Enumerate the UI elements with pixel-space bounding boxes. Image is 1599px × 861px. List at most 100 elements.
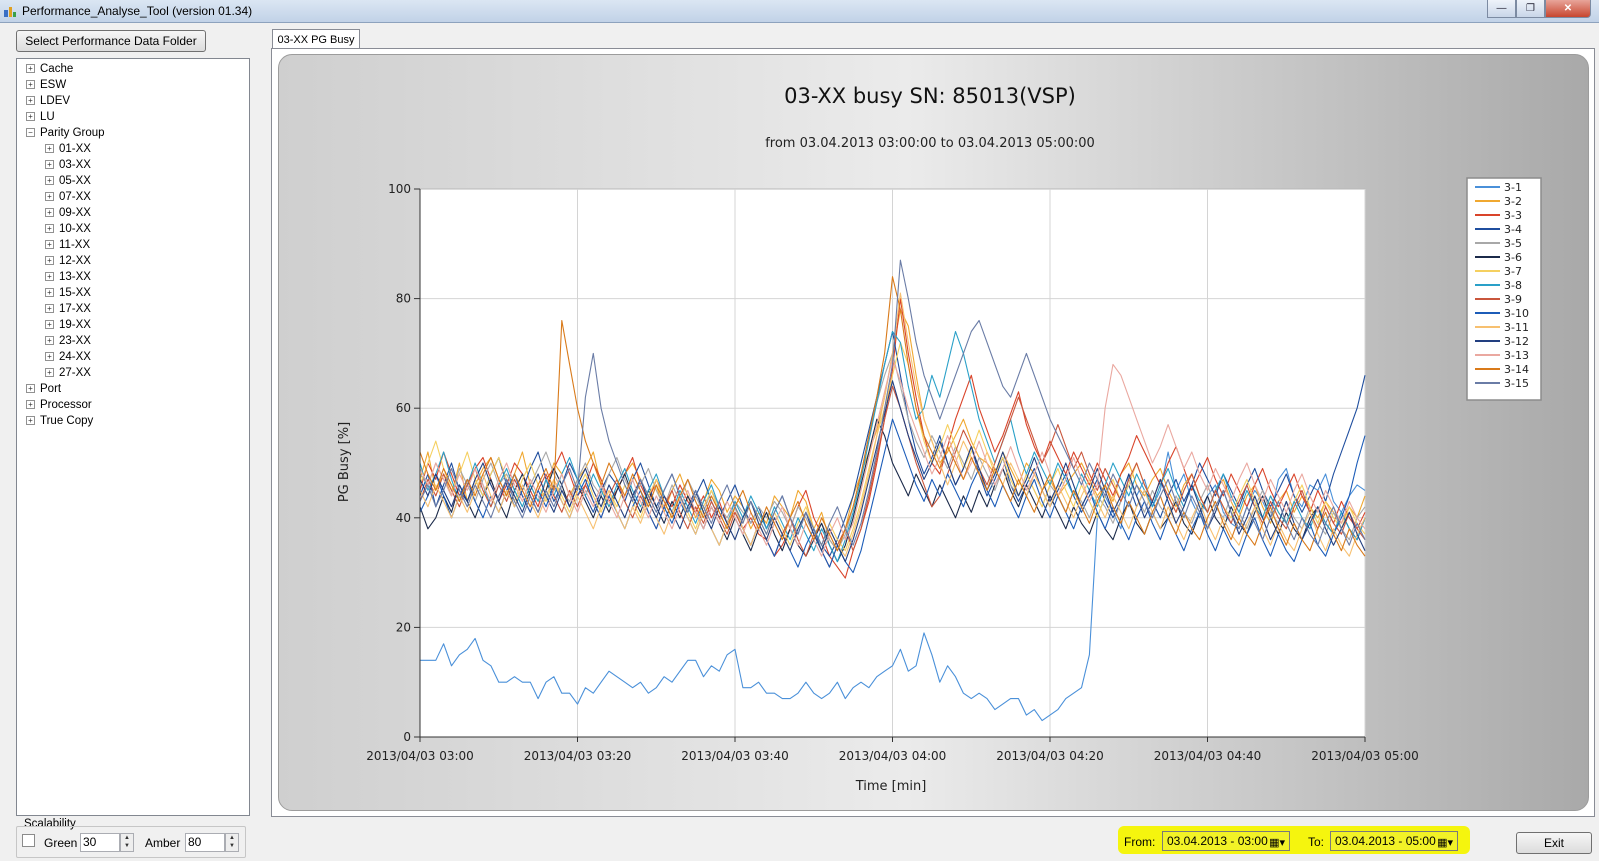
green-label: Green	[44, 836, 78, 850]
amber-label: Amber	[145, 836, 181, 850]
select-folder-button[interactable]: Select Performance Data Folder	[16, 30, 206, 52]
tree-item[interactable]: +27-XX	[17, 365, 249, 381]
title-bar: Performance_Analyse_Tool (version 01.34)…	[0, 0, 1599, 23]
expand-icon[interactable]: +	[45, 304, 54, 313]
scalability-checkbox[interactable]	[22, 834, 35, 847]
tree-item-label: True Copy	[40, 415, 94, 427]
expand-icon[interactable]: +	[45, 352, 54, 361]
tree-item-label: 13-XX	[59, 271, 91, 283]
tree-item[interactable]: +03-XX	[17, 157, 249, 173]
tree-item[interactable]: +09-XX	[17, 205, 249, 221]
tree-view[interactable]: + Cache + ESW + LDEV + LU − Parity Group +01-XX +03…	[16, 58, 250, 816]
tree-item[interactable]: +23-XX	[17, 333, 249, 349]
green-input[interactable]: 30	[80, 833, 120, 852]
to-date-value: 03.04.2013 - 05:00	[1335, 834, 1436, 848]
tree-item[interactable]: + LU	[17, 109, 249, 125]
tree-item[interactable]: +12-XX	[17, 253, 249, 269]
window-controls: — ❐ ✕	[1487, 0, 1591, 19]
tree-item-label: 07-XX	[59, 191, 91, 203]
expand-icon[interactable]: +	[26, 416, 35, 425]
tree-item-label: 24-XX	[59, 351, 91, 363]
expand-icon[interactable]: +	[45, 208, 54, 217]
expand-icon[interactable]: +	[26, 400, 35, 409]
tree-item[interactable]: + LDEV	[17, 93, 249, 109]
tree-item-label: 15-XX	[59, 287, 91, 299]
expand-icon[interactable]: +	[45, 368, 54, 377]
expand-icon[interactable]: +	[26, 112, 35, 121]
tree-item[interactable]: +01-XX	[17, 141, 249, 157]
tree-item[interactable]: +15-XX	[17, 285, 249, 301]
tree-item[interactable]: + Port	[17, 381, 249, 397]
from-label: From:	[1124, 835, 1156, 849]
expand-icon[interactable]: +	[45, 176, 54, 185]
expand-icon[interactable]: +	[26, 96, 35, 105]
tree-item[interactable]: + True Copy	[17, 413, 249, 429]
expand-icon[interactable]: +	[45, 160, 54, 169]
to-date-picker[interactable]: 03.04.2013 - 05:00 ▦▾	[1330, 831, 1458, 851]
tree-item[interactable]: +24-XX	[17, 349, 249, 365]
exit-button[interactable]: Exit	[1516, 832, 1592, 854]
tree-item-label: Cache	[40, 63, 74, 75]
tree-item-label: 27-XX	[59, 367, 91, 379]
minimize-button[interactable]: —	[1487, 0, 1516, 18]
collapse-icon[interactable]: −	[26, 128, 35, 137]
chart-area	[278, 54, 1589, 811]
tree-item-label: LU	[40, 111, 55, 123]
amber-input[interactable]: 80	[185, 833, 225, 852]
expand-icon[interactable]: +	[45, 224, 54, 233]
minimize-icon: —	[1496, 3, 1507, 14]
green-spinner[interactable]: ▲ ▼	[120, 833, 134, 852]
amber-spinner[interactable]: ▲ ▼	[225, 833, 239, 852]
tree-item[interactable]: +19-XX	[17, 317, 249, 333]
window-title: Performance_Analyse_Tool (version 01.34)	[22, 4, 253, 18]
tree-item[interactable]: +07-XX	[17, 189, 249, 205]
tree-item-label: 03-XX	[59, 159, 91, 171]
tree-item-label: 09-XX	[59, 207, 91, 219]
close-icon: ✕	[1563, 3, 1573, 14]
close-button[interactable]: ✕	[1545, 0, 1591, 18]
tree-item-label: 10-XX	[59, 223, 91, 235]
expand-icon[interactable]: +	[26, 64, 35, 73]
tree-item[interactable]: +13-XX	[17, 269, 249, 285]
expand-icon[interactable]: +	[45, 272, 54, 281]
expand-icon[interactable]: +	[45, 336, 54, 345]
tree-item-label: 23-XX	[59, 335, 91, 347]
tree-item[interactable]: + Cache	[17, 61, 249, 77]
expand-icon[interactable]: +	[45, 256, 54, 265]
tree-item[interactable]: +10-XX	[17, 221, 249, 237]
expand-icon[interactable]: +	[45, 288, 54, 297]
expand-icon[interactable]: +	[45, 192, 54, 201]
tree-item-label: 12-XX	[59, 255, 91, 267]
tree-item-label: Port	[40, 383, 62, 395]
tree-item-label: 17-XX	[59, 303, 91, 315]
maximize-button[interactable]: ❐	[1516, 0, 1545, 18]
restore-icon: ❐	[1526, 3, 1535, 14]
expand-icon[interactable]: +	[45, 320, 54, 329]
tree-item-label: 19-XX	[59, 319, 91, 331]
expand-icon[interactable]: +	[26, 80, 35, 89]
expand-icon[interactable]: +	[45, 144, 54, 153]
scalability-label: Scalability	[24, 818, 76, 830]
tab-pg-busy[interactable]: 03-XX PG Busy	[272, 29, 360, 49]
tree-item-label: Processor	[40, 399, 92, 411]
tree-item-label: LDEV	[40, 95, 71, 107]
scalability-group	[16, 826, 246, 858]
calendar-dropdown-icon[interactable]: ▦▾	[1269, 837, 1285, 849]
from-date-value: 03.04.2013 - 03:00	[1167, 834, 1268, 848]
tree-item[interactable]: + Processor	[17, 397, 249, 413]
tree-item[interactable]: +11-XX	[17, 237, 249, 253]
tree-item[interactable]: − Parity Group	[17, 125, 249, 141]
to-label: To:	[1308, 835, 1325, 849]
expand-icon[interactable]: +	[26, 384, 35, 393]
tree-item-label: Parity Group	[40, 127, 105, 139]
tree-item[interactable]: + ESW	[17, 77, 249, 93]
tree-item[interactable]: +17-XX	[17, 301, 249, 317]
expand-icon[interactable]: +	[45, 240, 54, 249]
calendar-dropdown-icon[interactable]: ▦▾	[1437, 837, 1453, 849]
tree-item-label: 11-XX	[59, 239, 91, 251]
from-date-picker[interactable]: 03.04.2013 - 03:00 ▦▾	[1162, 831, 1290, 851]
tree-item-label: 01-XX	[59, 143, 91, 155]
tree-item-label: ESW	[40, 79, 67, 91]
app-icon	[4, 7, 16, 17]
tree-item[interactable]: +05-XX	[17, 173, 249, 189]
